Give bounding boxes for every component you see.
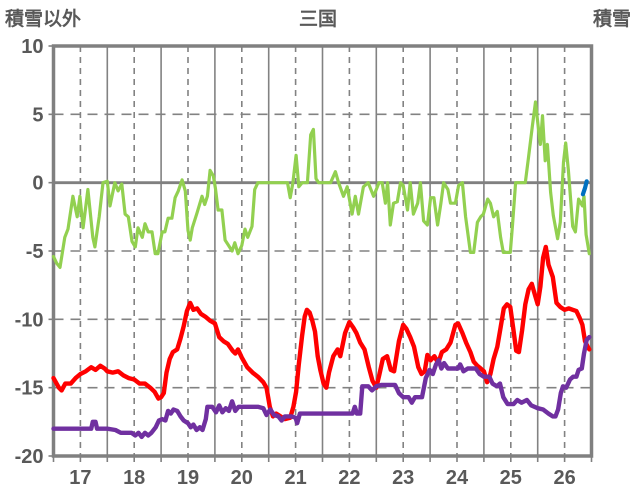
line-red xyxy=(51,244,592,422)
x-tick-label: 24 xyxy=(446,467,469,489)
x-tick-label: 21 xyxy=(284,467,306,489)
y-left-tick-label: -15 xyxy=(15,378,44,400)
x-tick-label: 22 xyxy=(338,467,360,489)
plot-border xyxy=(51,44,594,458)
line-purple xyxy=(51,334,592,440)
x-tick-label: 18 xyxy=(123,467,145,489)
x-tick-label: 19 xyxy=(177,467,199,489)
x-tick-label: 17 xyxy=(69,467,91,489)
left-axis-title: 積雪以外 xyxy=(5,9,82,30)
line-blue-snow xyxy=(580,179,589,197)
x-tick-label: 25 xyxy=(500,467,522,489)
right-axis-title: 積雪 xyxy=(592,9,631,30)
y-left-tick-label: -10 xyxy=(15,309,44,331)
x-tick-label: 26 xyxy=(553,467,575,489)
y-left-tick-label: 5 xyxy=(32,104,43,126)
y-left-tick-label: 10 xyxy=(21,36,43,58)
chart-title: 三国 xyxy=(298,9,337,30)
x-tick-label: 23 xyxy=(392,467,414,489)
x-tick-label: 20 xyxy=(231,467,253,489)
y-left-tick-label: -5 xyxy=(26,241,44,263)
y-left-tick-label: 0 xyxy=(32,173,43,195)
y-left-tick-label: -20 xyxy=(15,446,44,468)
line-green xyxy=(51,100,591,269)
